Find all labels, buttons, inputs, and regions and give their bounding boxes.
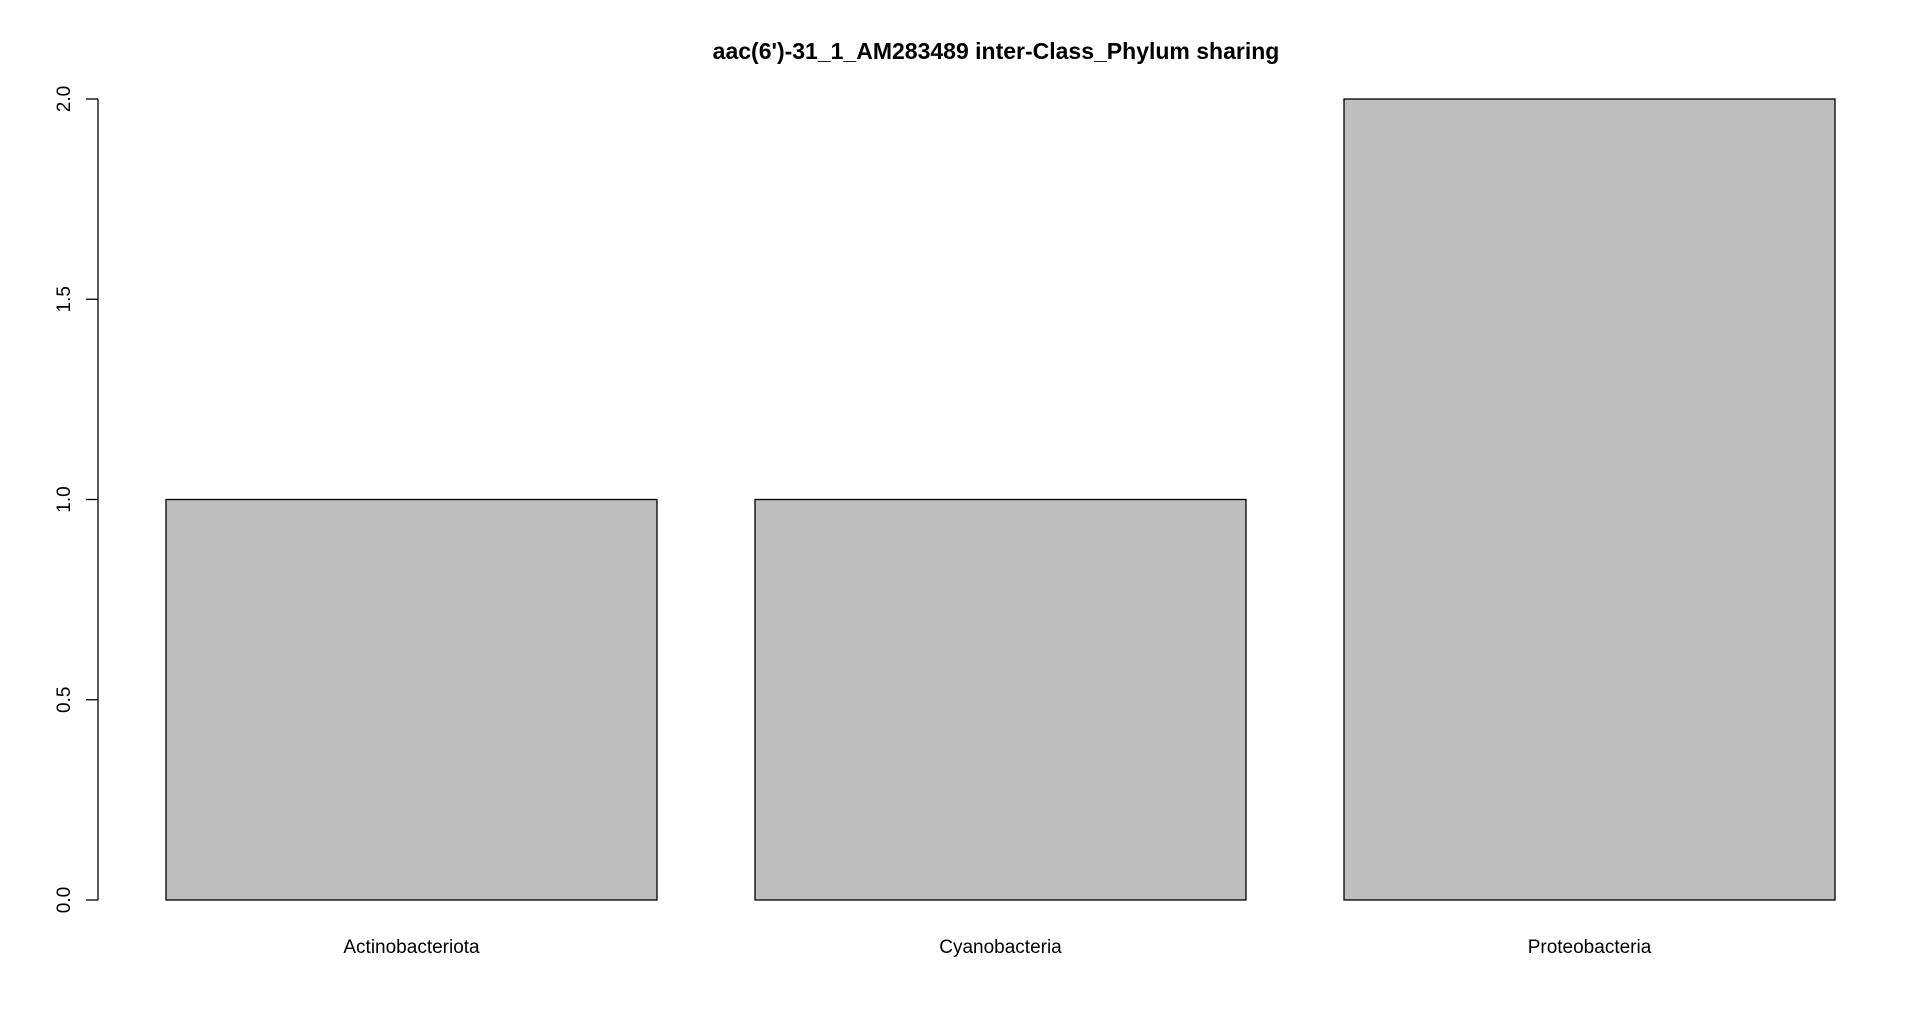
- x-category-label: Actinobacteriota: [343, 937, 480, 958]
- x-axis-labels: Actinobacteriota Cyanobacteria Proteobacte…: [343, 937, 1651, 958]
- y-tick-label: 1.5: [54, 286, 75, 312]
- chart-title: aac(6')-31_1_AM283489 inter-Class_Phylum…: [713, 38, 1280, 64]
- bars-group: [165, 98, 1836, 901]
- y-tick-label: 0.0: [54, 887, 75, 913]
- x-category-label: Cyanobacteria: [939, 937, 1062, 958]
- y-tick-label: 1.0: [54, 486, 75, 512]
- bar: [1343, 98, 1836, 901]
- y-tick-label: 2.0: [54, 86, 75, 112]
- bar: [165, 498, 658, 901]
- y-axis: 0.0 0.5 1.0 1.5 2.0: [54, 86, 99, 913]
- bar: [754, 498, 1247, 901]
- y-tick-label: 0.5: [54, 687, 75, 713]
- x-category-label: Proteobacteria: [1528, 937, 1652, 958]
